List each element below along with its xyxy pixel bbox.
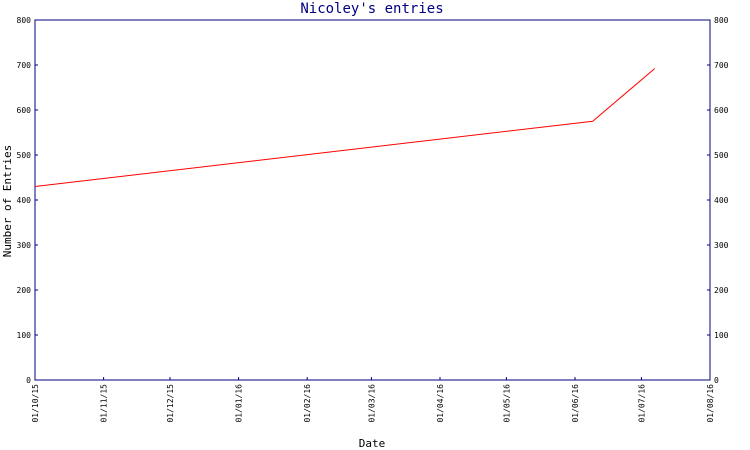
y-tick-label-left: 0	[26, 376, 31, 385]
y-tick-label-left: 200	[17, 286, 32, 295]
y-tick-label-right: 300	[714, 241, 729, 250]
x-tick-label: 01/05/16	[502, 384, 511, 423]
y-tick-label-left: 700	[17, 61, 32, 70]
y-axis-right: 0 100 200 300 400 500 600 700 800	[707, 16, 729, 385]
y-tick-label-right: 200	[714, 286, 729, 295]
x-tick-label: 01/04/16	[436, 384, 445, 423]
x-tick-label: 01/10/15	[31, 384, 40, 423]
y-tick-label-right: 400	[714, 196, 729, 205]
chart-title: Nicoley's entries	[300, 1, 443, 17]
x-tick-label: 01/12/15	[166, 384, 175, 423]
y-tick-label-right: 700	[714, 61, 729, 70]
y-tick-label-left: 600	[17, 106, 32, 115]
x-tick-label: 01/06/16	[571, 384, 580, 423]
x-axis-label: Date	[359, 437, 386, 450]
y-tick-label-right: 0	[714, 376, 719, 385]
y-tick-label-right: 100	[714, 331, 729, 340]
y-tick-label-left: 400	[17, 196, 32, 205]
y-axis-label: Number of Entries	[1, 145, 14, 258]
y-tick-label-right: 600	[714, 106, 729, 115]
y-tick-label-right: 500	[714, 151, 729, 160]
y-tick-label-right: 800	[714, 16, 729, 25]
x-tick-label: 01/03/16	[367, 384, 376, 423]
y-axis-left: 0 100 200 300 400 500 600 700 800	[17, 16, 38, 385]
x-tick-label: 01/08/16	[706, 384, 715, 423]
y-tick-label-left: 500	[17, 151, 32, 160]
y-tick-label-left: 100	[17, 331, 32, 340]
plot-area	[34, 19, 711, 381]
x-tick-label: 01/02/16	[303, 384, 312, 423]
series-line	[34, 68, 655, 187]
x-axis: 01/10/15 01/11/15 01/12/15 01/01/16 01/02/16…	[31, 377, 715, 423]
series-layer	[34, 68, 655, 187]
y-tick-label-left: 800	[17, 16, 32, 25]
x-tick-label: 01/01/16	[235, 384, 244, 423]
y-tick-label-left: 300	[17, 241, 32, 250]
x-tick-label: 01/11/15	[100, 384, 109, 423]
x-tick-label: 01/07/16	[637, 384, 646, 423]
